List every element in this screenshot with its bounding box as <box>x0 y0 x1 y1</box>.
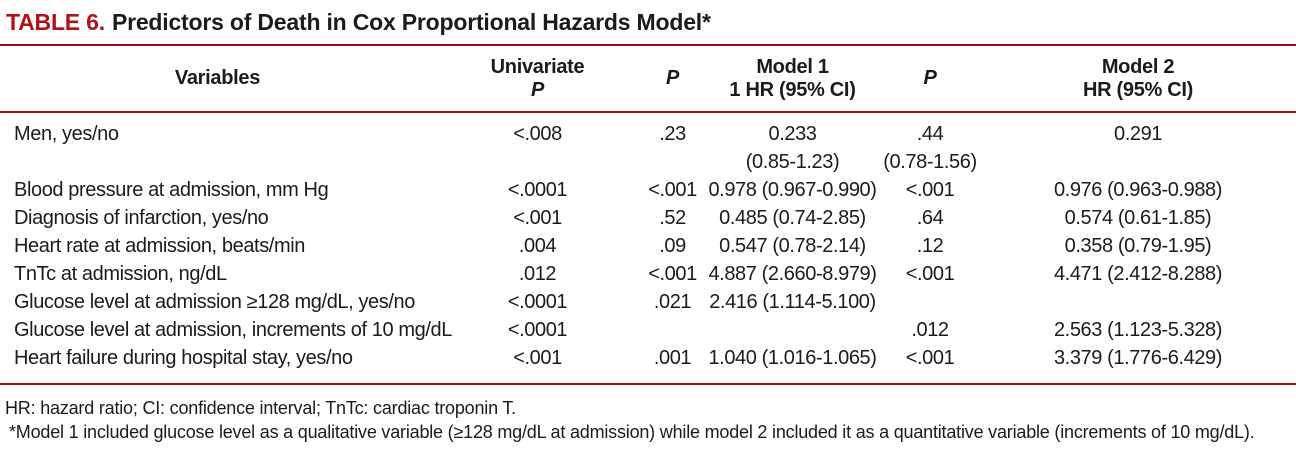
table-row: Glucose level at admission ≥128 mg/dL, y… <box>0 288 1296 316</box>
footnote-abbreviations: HR: hazard ratio; CI: confidence interva… <box>5 398 516 418</box>
cox-model-table: Variables Univariate P P Model 1 1 HR (9… <box>0 46 1296 385</box>
header-row: Variables Univariate P P Model 1 1 HR (9… <box>0 46 1296 112</box>
cell-p-model1: .001 <box>653 347 692 369</box>
cell-p-model1: .09 <box>659 235 686 257</box>
cell-univariate-p: <.0001 <box>507 291 568 313</box>
cell-p-model1: .021 <box>653 291 692 313</box>
cell-model1-hr: 0.233 (0.85-1.23) <box>745 123 840 173</box>
table-row: TnTc at admission, ng/dL .012 <.001 4.88… <box>0 260 1296 288</box>
column-header-variables: Variables <box>0 46 435 112</box>
cell-model1-hr: 2.416 (1.114-5.100) <box>709 291 876 313</box>
cell-p-model1: .52 <box>659 207 686 229</box>
cell-p-model2: .012 <box>911 319 949 341</box>
cell-univariate-p: <.001 <box>513 207 562 229</box>
cell-variable: Heart failure during hospital stay, yes/… <box>14 347 353 369</box>
cell-model1-hr: 0.547 (0.78-2.14) <box>719 235 866 257</box>
cell-model2-hr: 0.358 (0.79-1.95) <box>1064 235 1212 257</box>
cell-model1-hr: 0.978 (0.967-0.990) <box>708 179 877 201</box>
footnote-model-note: *Model 1 included glucose level as a qua… <box>9 422 1255 442</box>
cell-univariate-p: <.0001 <box>507 319 568 341</box>
table-row: Glucose level at admission, increments o… <box>0 316 1296 344</box>
cell-p-model2: <.001 <box>905 347 955 369</box>
header-label: HR (95% CI) <box>1082 78 1194 101</box>
cell-model1-hr: 0.485 (0.74-2.85) <box>719 207 866 229</box>
header-label: Variables <box>174 67 261 89</box>
table-row: Diagnosis of infarction, yes/no <.001 .5… <box>0 204 1296 232</box>
table-number-label: TABLE 6. <box>6 9 105 35</box>
header-label: P <box>665 67 680 89</box>
cell-p-model2: .44 (0.78-1.56) <box>883 123 977 173</box>
header-label: Model 1 <box>756 55 829 78</box>
header-label: P <box>530 78 545 101</box>
cell-univariate-p: .012 <box>518 263 557 285</box>
header-label: Model 2 <box>1101 55 1175 78</box>
cell-p-model1 <box>640 316 705 344</box>
table-row: Men, yes/no <.008 .23 0.233 (0.85-1.23) .… <box>0 112 1296 176</box>
table-title-text: Predictors of Death in Cox Proportional … <box>111 9 711 35</box>
table-row: Heart failure during hospital stay, yes/… <box>0 344 1296 384</box>
table-title: TABLE 6. Predictors of Death in Cox Propo… <box>0 0 1296 44</box>
column-header-p-model1: P <box>640 46 705 112</box>
column-header-model1: Model 1 1 HR (95% CI) <box>705 46 880 112</box>
cell-univariate-p: .004 <box>518 235 557 257</box>
column-header-univariate-p: Univariate P <box>435 46 640 112</box>
cell-model2-hr: 0.574 (0.61-1.85) <box>1064 207 1212 229</box>
column-header-model2: Model 2 HR (95% CI) <box>980 46 1296 112</box>
cell-variable: Blood pressure at admission, mm Hg <box>14 179 329 201</box>
header-label: 1 HR (95% CI) <box>729 78 856 101</box>
cell-p-model2: .64 <box>916 207 944 229</box>
cell-model2-hr: 3.379 (1.776-6.429) <box>1053 347 1223 369</box>
cell-model2-hr <box>980 288 1296 316</box>
header-label: P <box>923 67 937 89</box>
cell-model2-hr: 0.291 <box>1113 123 1163 145</box>
cell-p-model2: <.001 <box>905 179 955 201</box>
cell-model1-hr: 1.040 (1.016-1.065) <box>708 347 877 369</box>
cell-p-model2 <box>880 288 980 316</box>
cell-p-model1: .23 <box>659 123 686 145</box>
column-header-p-model2: P <box>880 46 980 112</box>
cell-univariate-p: <.0001 <box>507 179 568 201</box>
cell-univariate-p: <.008 <box>513 123 562 145</box>
cell-variable: Men, yes/no <box>14 123 119 145</box>
cell-model2-hr: 2.563 (1.123-5.328) <box>1053 319 1223 341</box>
cell-model2-hr: 0.976 (0.963-0.988) <box>1053 179 1223 201</box>
cell-model1-hr <box>705 316 880 344</box>
cell-variable: Diagnosis of infarction, yes/no <box>14 207 269 229</box>
cell-variable: Heart rate at admission, beats/min <box>14 235 305 257</box>
cell-p-model1: <.001 <box>648 179 697 201</box>
cell-univariate-p: <.001 <box>513 347 562 369</box>
table-row: Blood pressure at admission, mm Hg <.000… <box>0 176 1296 204</box>
cell-p-model2: <.001 <box>905 263 955 285</box>
footnotes: HR: hazard ratio; CI: confidence interva… <box>0 385 1296 444</box>
cell-variable: Glucose level at admission, increments o… <box>14 319 452 341</box>
cell-model2-hr: 4.471 (2.412-8.288) <box>1053 263 1223 285</box>
table-row: Heart rate at admission, beats/min .004 … <box>0 232 1296 260</box>
cell-variable: Glucose level at admission ≥128 mg/dL, y… <box>14 291 415 313</box>
header-label: Univariate <box>490 55 585 78</box>
cell-p-model1: <.001 <box>648 263 697 285</box>
cell-p-model2: .12 <box>916 235 944 257</box>
top-rule <box>0 44 1296 46</box>
cell-model1-hr: 4.887 (2.660-8.979) <box>708 263 877 285</box>
cell-variable: TnTc at admission, ng/dL <box>14 263 227 285</box>
